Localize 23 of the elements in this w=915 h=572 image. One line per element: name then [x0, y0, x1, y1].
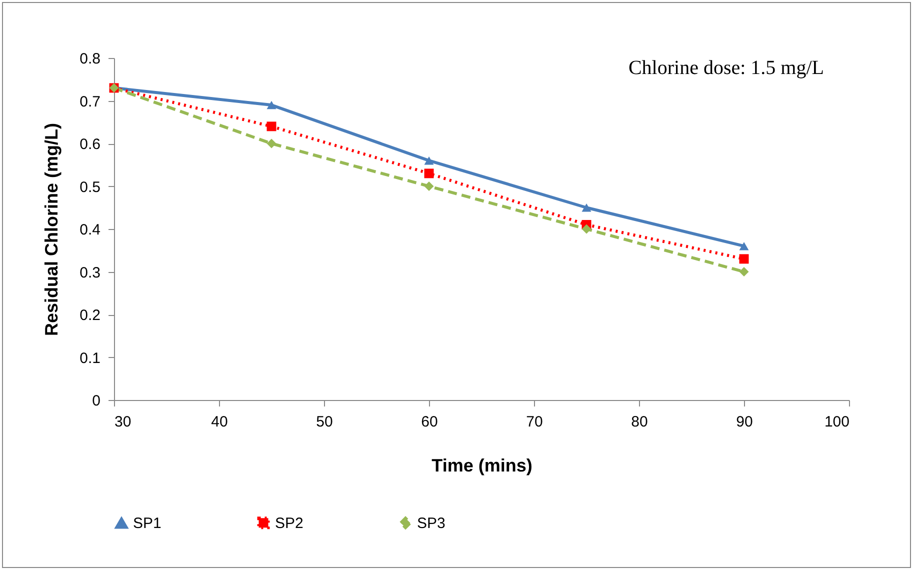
- legend-label: SP1: [133, 515, 162, 532]
- x-axis-title: Time (mins): [432, 456, 532, 476]
- y-tick-label: 0.5: [80, 178, 100, 196]
- x-tick-label: 80: [631, 414, 648, 430]
- y-axis-title: Residual Chlorine (mg/L): [42, 122, 62, 336]
- legend-label: SP3: [417, 514, 446, 532]
- y-tick-label: 0.4: [80, 222, 100, 238]
- legend-label: SP2: [275, 514, 304, 532]
- x-tick-label: 70: [526, 414, 543, 430]
- x-tick-label: 100: [824, 414, 850, 430]
- y-tick-label: 0: [92, 392, 100, 410]
- x-tick-label: 30: [114, 414, 132, 430]
- annotation: Chlorine dose: 1.5 mg/L: [628, 57, 824, 79]
- x-tick-label: 60: [421, 414, 438, 430]
- x-tick-label: 40: [211, 414, 228, 430]
- y-tick-label: 0.2: [80, 307, 100, 324]
- y-tick-label: 0.8: [80, 50, 100, 68]
- y-tick-label: 0.3: [80, 264, 100, 282]
- y-tick-label: 0.7: [80, 93, 100, 110]
- x-tick-label: 90: [736, 414, 753, 430]
- y-tick-label: 0.1: [80, 350, 100, 367]
- x-tick-label: 50: [316, 414, 333, 430]
- y-tick-label: 0.6: [80, 136, 100, 153]
